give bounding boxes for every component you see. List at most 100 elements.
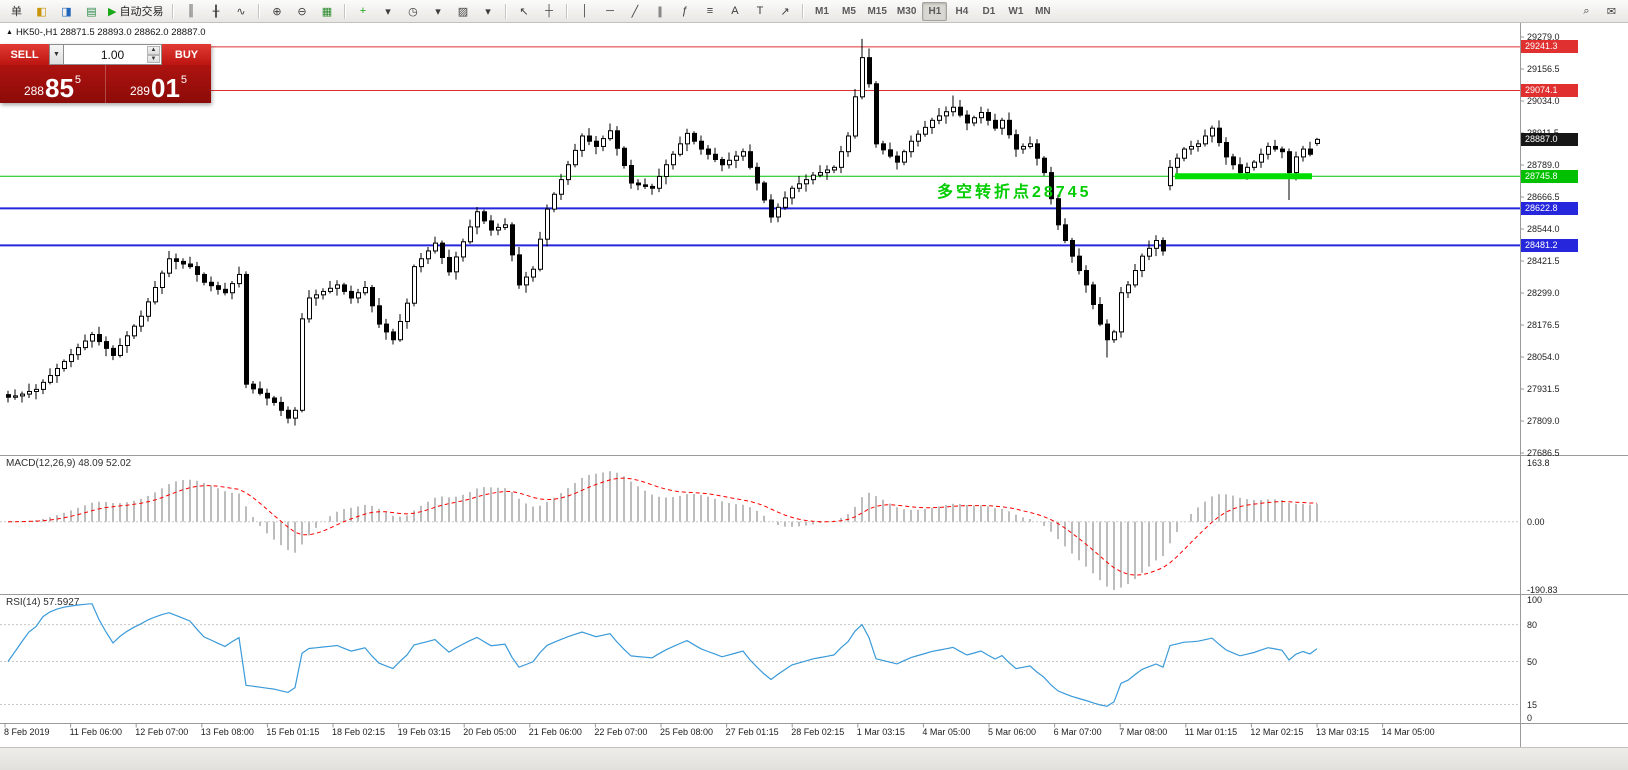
rsi-tick-label: 0 [1527, 713, 1533, 723]
rsi-tick-label: 50 [1527, 656, 1538, 667]
date-tick-label: 4 Mar 05:00 [922, 727, 971, 737]
indicators-icon[interactable]: + [359, 5, 367, 17]
price-level-label: 28622.8 [1521, 201, 1578, 215]
templates-icon[interactable]: ▨ [457, 5, 469, 18]
equidistant-channel-icon[interactable]: ∥ [657, 5, 663, 18]
volume-stepper[interactable]: ▲ ▼ [147, 46, 160, 63]
candlestick-chart-icon[interactable]: ╂ [212, 5, 220, 18]
cursor-icon[interactable]: ↖ [519, 5, 529, 18]
price-level-label: 28745.8 [1521, 169, 1578, 183]
date-tick-label: 14 Mar 05:00 [1381, 727, 1435, 737]
text-label-icon[interactable]: T [756, 5, 764, 17]
text-icon[interactable]: A [731, 5, 739, 17]
macd-tick-label: -190.83 [1527, 585, 1558, 596]
price-tick-label: 27931.5 [1527, 384, 1560, 394]
sell-price-base: 288 [23, 84, 44, 98]
tf-m5-button[interactable]: M5 [842, 5, 856, 17]
date-tick-label: 18 Feb 02:15 [332, 727, 386, 737]
indicators-dropdown-icon[interactable]: ▾ [385, 5, 391, 18]
rsi-line [7, 603, 1318, 707]
shapes-icon[interactable]: ≡ [706, 5, 714, 17]
volume-value: 1.00 [100, 47, 125, 62]
tf-m1-button[interactable]: M1 [815, 5, 829, 17]
macd-label: MACD(12,26,9) 48.09 52.02 [6, 458, 132, 469]
date-tick-label: 11 Mar 01:15 [1184, 727, 1238, 737]
rsi-tick-label: 15 [1527, 699, 1538, 710]
rsi-tick-label: 80 [1527, 619, 1538, 630]
tf-m15-button[interactable]: M15 [867, 5, 887, 17]
tf-m30-button[interactable]: M30 [896, 5, 917, 17]
price-tick-label: 27809.0 [1527, 416, 1560, 426]
date-tick-label: 28 Feb 02:15 [791, 727, 845, 737]
date-tick-label: 13 Mar 03:15 [1316, 727, 1370, 737]
one-click-trading-panel: SELL ▼ 1.00 ▲ ▼ BUY 288 85 5 289 01 5 [0, 44, 211, 103]
sell-button[interactable]: SELL [0, 44, 49, 65]
fibonacci-icon[interactable]: ƒ [681, 5, 689, 17]
arrows-icon[interactable]: ↗ [780, 5, 790, 18]
tf-mn-button[interactable]: MN [1035, 5, 1051, 17]
date-tick-label: 25 Feb 08:00 [660, 727, 714, 737]
price-level-label: 28887.0 [1521, 132, 1578, 146]
search-icon[interactable]: ⌕ [1583, 4, 1590, 17]
price-tick-label: 28544.0 [1527, 224, 1560, 234]
toolbar-right-group: ⌕ ✉ [1574, 2, 1624, 21]
tf-h1-button[interactable]: H1 [922, 1, 948, 21]
periods-dropdown-icon[interactable]: ▾ [435, 5, 441, 18]
macd-tick-label: 163.8 [1527, 458, 1550, 469]
zoom-out-icon[interactable]: ⊖ [297, 5, 307, 18]
horizontal-line-icon[interactable]: ─ [606, 5, 614, 17]
autotrade-button[interactable]: ▶ 自动交易 [108, 5, 164, 19]
rsi-tick-label: 100 [1527, 595, 1543, 605]
date-tick-label: 6 Mar 07:00 [1053, 727, 1102, 737]
vertical-line-icon[interactable]: │ [581, 5, 589, 17]
date-tick-label: 12 Feb 07:00 [135, 727, 189, 737]
volume-input[interactable]: 1.00 ▲ ▼ [64, 44, 162, 65]
tile-windows-icon[interactable]: ▦ [321, 5, 333, 18]
date-tick-label: 11 Feb 06:00 [69, 727, 122, 737]
buy-price-frac: 5 [180, 74, 188, 86]
price-tick-label: 29034.0 [1527, 96, 1560, 106]
toolbar-separator [258, 3, 260, 19]
date-tick-label: 1 Mar 03:15 [856, 727, 905, 737]
periods-icon[interactable]: ◷ [408, 5, 418, 18]
profiles-icon[interactable]: ◨ [61, 5, 72, 18]
line-chart-icon[interactable]: ∿ [236, 5, 246, 18]
volume-dropdown-button[interactable]: ▼ [49, 44, 64, 65]
chart-symbol-line: ▲ HK50-,H1 28871.5 28893.0 28862.0 28887.… [6, 27, 206, 38]
chart-window-icon[interactable]: ◧ [36, 5, 47, 18]
zoom-in-icon[interactable]: ⊕ [272, 5, 282, 18]
date-tick-label: 12 Mar 02:15 [1250, 727, 1304, 737]
main-toolbar: 单 ◧ ◨ ▤ ▶ 自动交易 ║ ╂ ∿ ⊕ ⊖ ▦ + ▾ ◷ ▾ ▨ ▾ ↖ ┼ │ ─ ╱ ∥ ƒ ≡ A T ↗ M1 M5 M15 M… [0, 0, 1628, 23]
pivot-annotation-text[interactable]: 多空转折点28745 [937, 184, 1092, 202]
price-tick-label: 28666.5 [1527, 192, 1560, 202]
trendline-icon[interactable]: ╱ [631, 5, 639, 18]
tf-h4-button[interactable]: H4 [955, 5, 969, 17]
sell-price[interactable]: 288 85 5 [0, 65, 105, 103]
sell-price-big: 85 [44, 72, 74, 103]
templates-dropdown-icon[interactable]: ▾ [485, 5, 491, 18]
date-tick-label: 8 Feb 2019 [4, 727, 50, 737]
tf-w1-button[interactable]: W1 [1008, 5, 1024, 17]
date-tick-label: 7 Mar 08:00 [1119, 727, 1168, 737]
buy-button[interactable]: BUY [162, 44, 211, 65]
toolbar-separator [344, 3, 346, 19]
new-order-button[interactable]: 单 [11, 6, 22, 18]
bar-chart-icon[interactable]: ║ [187, 5, 195, 17]
price-tick-label: 27686.5 [1527, 448, 1560, 458]
buy-price-big: 01 [150, 72, 180, 103]
buy-price-base: 289 [129, 84, 150, 98]
rsi-label: RSI(14) 57.5927 [6, 597, 80, 608]
buy-price[interactable]: 289 01 5 [105, 65, 211, 103]
date-tick-label: 13 Feb 08:00 [200, 727, 254, 737]
chat-icon[interactable]: ✉ [1606, 5, 1617, 18]
market-watch-icon[interactable]: ▤ [86, 5, 97, 18]
tf-d1-button[interactable]: D1 [982, 5, 996, 17]
toolbar-separator [172, 3, 174, 19]
price-level-label: 29074.1 [1521, 84, 1578, 98]
date-tick-label: 21 Feb 06:00 [528, 727, 582, 737]
crosshair-icon[interactable]: ┼ [545, 5, 553, 17]
volume-down-icon[interactable]: ▼ [147, 54, 160, 63]
volume-up-icon[interactable]: ▲ [147, 46, 160, 55]
